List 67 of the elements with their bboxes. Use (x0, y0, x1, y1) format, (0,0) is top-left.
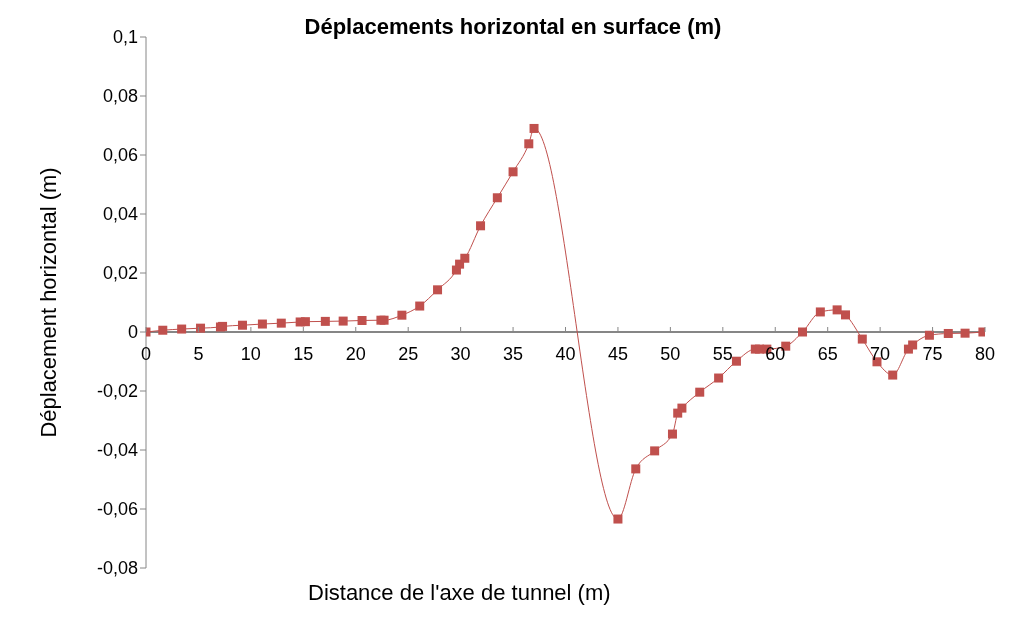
x-tick-label: 35 (503, 344, 524, 364)
point (667, 429, 677, 439)
x-tick-label: 10 (240, 344, 261, 364)
y-tick-label: -0,08 (96, 558, 138, 579)
point (276, 318, 286, 328)
x-axis-title: Distance de l'axe de tunnel (m) (308, 580, 611, 606)
point (300, 317, 310, 327)
point (943, 328, 953, 338)
y-tick-label: -0,02 (96, 381, 138, 402)
chart-title: Déplacements horizontal en surface (m) (304, 14, 722, 39)
point (613, 514, 623, 524)
point (841, 310, 851, 320)
point (237, 320, 247, 330)
point (714, 373, 724, 383)
point (415, 301, 425, 311)
x-tick-label: 75 (922, 344, 943, 364)
point (677, 403, 687, 413)
y-tick-label: 0,02 (102, 263, 138, 284)
point (815, 307, 825, 317)
point (177, 324, 187, 334)
point (257, 319, 267, 329)
x-tick-label: 80 (974, 344, 996, 364)
point (798, 327, 808, 337)
point (888, 370, 898, 380)
point (960, 328, 970, 338)
point (857, 334, 867, 344)
point (460, 253, 470, 263)
y-tick-label: 0,1 (112, 27, 138, 48)
point (508, 167, 518, 177)
x-tick-label: 25 (398, 344, 419, 364)
x-tick-label: 15 (293, 344, 314, 364)
x-tick-label: 55 (712, 344, 733, 364)
point (908, 340, 918, 350)
x-tick-label: 45 (607, 344, 628, 364)
x-tick-label: 40 (555, 344, 576, 364)
point (158, 325, 168, 335)
point (492, 193, 502, 203)
point (524, 139, 534, 149)
y-tick-label: 0,08 (102, 86, 138, 107)
y-tick-label: 0,06 (102, 145, 138, 166)
point (320, 316, 330, 326)
point (397, 310, 407, 320)
point (924, 330, 934, 340)
x-tick-label: 30 (450, 344, 471, 364)
x-tick-label: 50 (660, 344, 681, 364)
y-tick-label: 0 (127, 322, 138, 343)
point (357, 316, 367, 325)
x-tick-label: 65 (817, 344, 838, 364)
point (433, 285, 443, 295)
y-tick-label: -0,04 (96, 440, 138, 461)
point (695, 387, 705, 397)
x-tick-label: 70 (870, 344, 891, 364)
x-tick-label: 5 (193, 344, 204, 364)
point (631, 464, 641, 474)
y-axis-title: Déplacement horizontal (m) (35, 167, 61, 438)
point (196, 323, 206, 333)
y-tick-label: 0,04 (102, 204, 138, 225)
y-tick-label: -0,06 (96, 499, 138, 520)
point (476, 221, 486, 231)
point (529, 123, 539, 133)
x-tick-label: 0 (140, 344, 152, 364)
point (650, 446, 660, 456)
x-tick-label: 20 (345, 344, 366, 364)
point (338, 316, 348, 326)
point (832, 305, 842, 315)
point (731, 356, 741, 366)
x-tick-label: 60 (765, 344, 786, 364)
